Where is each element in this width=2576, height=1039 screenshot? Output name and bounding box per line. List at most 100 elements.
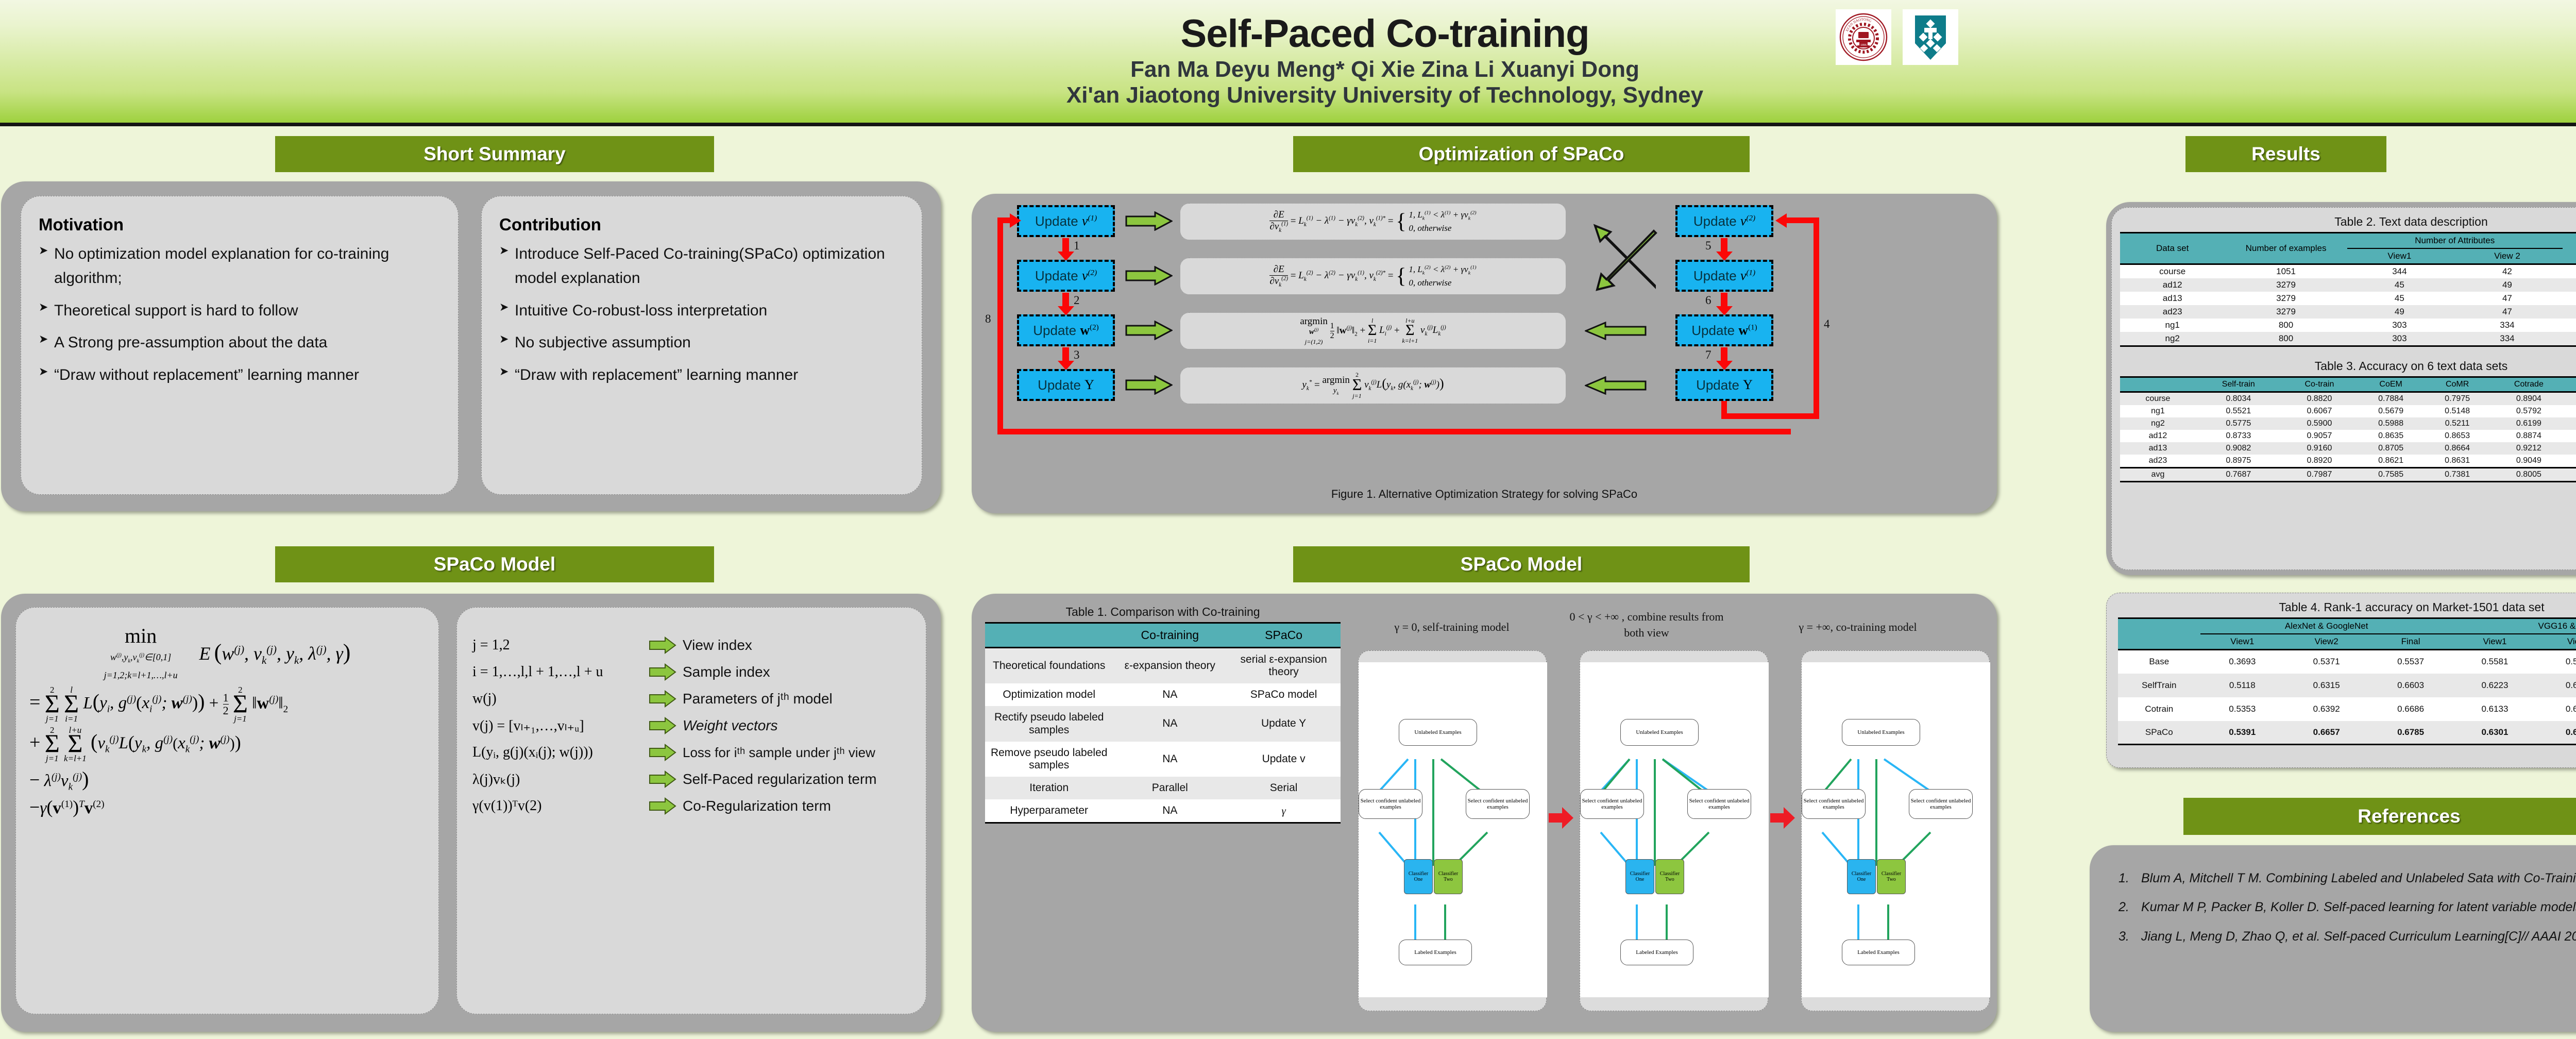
table-row: Hyperparameter NA γ xyxy=(985,799,1341,823)
table-row: Optimization model NA SPaCo model xyxy=(985,683,1341,707)
right-arrow-icon xyxy=(642,744,683,761)
table-row: Iteration Parallel Serial xyxy=(985,776,1341,800)
legend-text: Weight vectors xyxy=(683,717,778,733)
table2-col-examples: Number of examples xyxy=(2225,232,2347,264)
table1-title: Table 1. Comparison with Co-training xyxy=(1065,605,1260,618)
node-select-confident-left: Select confident unlabeled examples xyxy=(1359,789,1422,819)
legend-row: j = 1,2 View index xyxy=(472,636,910,654)
spaco-model-mid-panel: Table 1. Comparison with Co-training Co-… xyxy=(972,594,1997,1032)
flow-update-v1-right: Update v(1) xyxy=(1675,260,1773,292)
table4-title: Table 4. Rank-1 accuracy on Market-1501 … xyxy=(2279,600,2545,614)
list-item: Theoretical support is hard to follow xyxy=(39,298,440,323)
section-title-short-summary: Short Summary xyxy=(275,136,714,172)
green-cross-arrows-icon xyxy=(1593,224,1657,291)
flow-update-v2-left: Update v(2) xyxy=(1017,260,1115,292)
flow-update-Y-right: Update Y xyxy=(1675,369,1773,401)
table4-container: Table 4. Rank-1 accuracy on Market-1501 … xyxy=(2118,600,2576,745)
optimization-panel: Update v(1) Update v(2) Update w(2) Upda… xyxy=(972,194,1997,513)
red-arrow-icon-2 xyxy=(1770,807,1795,829)
step-arrowhead-left-1 xyxy=(1058,252,1074,261)
table2-group-attributes: Number of Attributes xyxy=(2347,232,2563,249)
node-classifier-two: Classifier Two xyxy=(1655,859,1684,894)
legend-symbol: w(j) xyxy=(472,691,497,707)
table4-group-vgg16: VGG16 & GoogleNet xyxy=(2452,618,2576,634)
mini-diagram-self-training: Unlabeled Examples Select confident unla… xyxy=(1358,650,1547,1011)
short-summary-panel: Motivation No optimization model explana… xyxy=(1,181,941,511)
step-arrow-right-5 xyxy=(1721,238,1727,254)
table1: Co-training SPaCo Theoretical foundation… xyxy=(985,622,1341,824)
list-item: A Strong pre-assumption about the data xyxy=(39,330,440,355)
flow-update-v1-left: Update v(1) xyxy=(1017,205,1115,237)
references-panel: Blum A, Mitchell T M. Combining Labeled … xyxy=(2090,845,2576,1032)
step-arrowhead-right-5 xyxy=(1716,252,1733,261)
contribution-heading: Contribution xyxy=(499,215,601,234)
equation-box-update-v1: ∂E ∂vk(1) = Lk(1) − λ(1) − γvk(2), vk(1)*… xyxy=(1180,203,1566,240)
list-item: No optimization model explanation for co… xyxy=(39,242,440,291)
step-arrow-left-3 xyxy=(1062,347,1069,363)
node-select-confident-right: Select confident unlabeled examples xyxy=(1909,789,1973,819)
step-arrowhead-right-7 xyxy=(1716,361,1733,370)
step-number-3: 3 xyxy=(1074,348,1080,361)
node-select-confident-right: Select confident unlabeled examples xyxy=(1466,789,1530,819)
step-number-2: 2 xyxy=(1074,294,1080,307)
table3-title: Table 3. Accuracy on 6 text data sets xyxy=(2314,359,2508,373)
node-classifier-one: Classifier One xyxy=(1625,859,1654,894)
table4-col-3: Final xyxy=(2368,634,2453,650)
table-row: avg0.76870.79870.75850.73810.80050.78520… xyxy=(2120,467,2576,482)
green-arrow-icon-eq4 xyxy=(1125,375,1173,395)
green-arrow-icon-eq2 xyxy=(1125,266,1173,286)
table4-col-4: View1 xyxy=(2452,634,2537,650)
section-title-results: Results xyxy=(2185,136,2386,172)
table4-col-5: View2 xyxy=(2537,634,2576,650)
node-classifier-two: Classifier Two xyxy=(1877,859,1906,894)
legend-text: Loss for iᵗʰ sample under jᵗʰ view xyxy=(683,744,875,760)
spaco-objective-subpanel: min w(j),yk,vk(j)∈[0,1] j=1,2;k=l+1,…,l+… xyxy=(15,607,439,1014)
list-item: Introduce Self-Paced Co-training(SPaCo) … xyxy=(499,242,904,291)
legend-text: Co-Regularization term xyxy=(683,798,831,814)
xian-jiaotong-university-logo: 1896 XI'AN JIAOTONG xyxy=(1836,9,1891,65)
table-row: course0.80340.88200.78840.79750.89040.72… xyxy=(2120,392,2576,405)
table2-title: Table 2. Text data description xyxy=(2334,215,2488,228)
motivation-list: No optimization model explanation for co… xyxy=(39,242,440,387)
table-row: SPaCo0.53910.66570.67850.63010.66470.682… xyxy=(2118,720,2576,745)
table-header-row: Co-training SPaCo xyxy=(985,623,1341,648)
table-row: ad233279494714.04% xyxy=(2120,305,2576,319)
table3-col-3: CoEM xyxy=(2358,377,2425,392)
legend-row: L(yᵢ, g(j)(xᵢ(j); w(j))) Loss for iᵗʰ sa… xyxy=(472,744,910,761)
table3-col-5: Cotrade xyxy=(2490,377,2567,392)
list-item: No subjective assumption xyxy=(499,330,904,355)
table-header-subrow: View1 View2 Final View1 View2 Final xyxy=(2118,634,2576,650)
table-row: ad123279454914.04% xyxy=(2120,278,2576,292)
right-arrow-icon xyxy=(642,663,683,681)
loop-arrow-4-top xyxy=(1787,217,1819,223)
notation-legend-subpanel: j = 1,2 View index i = 1,…,l,l + 1,…,l +… xyxy=(456,607,926,1014)
node-classifier-one: Classifier One xyxy=(1847,859,1876,894)
table-row: Cotrain0.53530.63920.66860.61330.66250.6… xyxy=(2118,697,2576,721)
loop-arrow-4-bottom xyxy=(1721,413,1819,419)
affiliation-list: Xi'an Jiaotong University University of … xyxy=(1066,82,1704,108)
flow-update-w1-right: Update w(1) xyxy=(1675,314,1773,346)
gamma-caption-2: γ = +∞, co-training model xyxy=(1799,621,1917,633)
logo-group: 1896 XI'AN JIAOTONG xyxy=(1836,9,1958,65)
table-row: ng10.55210.60670.56790.51480.57920.61700… xyxy=(2120,405,2576,417)
legend-symbol: L(yᵢ, g(j)(xᵢ(j); w(j))) xyxy=(472,744,593,760)
step-arrow-right-6 xyxy=(1721,293,1727,308)
poster-header: Self-Paced Co-training Fan Ma Deyu Meng*… xyxy=(0,0,2576,126)
node-labeled-examples: Labeled Examples xyxy=(1842,940,1915,965)
table1-container: Table 1. Comparison with Co-training Co-… xyxy=(985,605,1341,824)
list-item: “Draw without replacement” learning mann… xyxy=(39,363,440,387)
table3-col-1: Self-train xyxy=(2195,377,2281,392)
step-arrowhead-right-6 xyxy=(1716,306,1733,315)
equation-box-update-v2: ∂E ∂vk(2) = Lk(2) − λ(2) − γvk(1), vk(2)*… xyxy=(1180,258,1566,295)
loop-arrow-4-vertical xyxy=(1814,217,1819,418)
green-arrow-icon-eq3 xyxy=(1125,321,1173,340)
flow-update-v2-right: Update v(2) xyxy=(1675,205,1773,237)
flow-update-w2-left: Update w(2) xyxy=(1017,314,1115,346)
legend-row: w(j) Parameters of jᵗʰ model xyxy=(472,690,910,708)
node-labeled-examples: Labeled Examples xyxy=(1399,940,1472,965)
right-arrow-icon xyxy=(642,797,683,815)
table4-col-2: View2 xyxy=(2284,634,2369,650)
right-arrow-icon xyxy=(642,690,683,708)
section-title-references: References xyxy=(2183,798,2576,835)
node-select-confident-right: Select confident unlabeled examples xyxy=(1687,789,1751,819)
